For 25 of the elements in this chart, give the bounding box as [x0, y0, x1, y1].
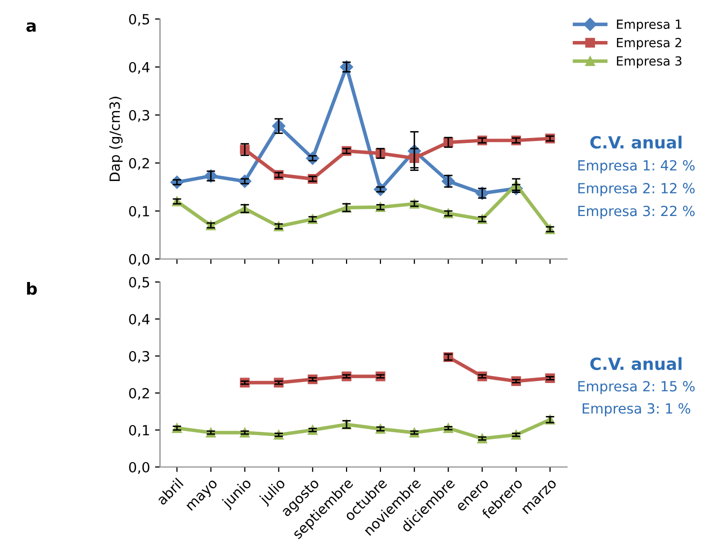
text: Empresa 2: 15 % [578, 380, 695, 394]
text: C.V. anual [590, 136, 682, 149]
text: C.V. anual [590, 357, 682, 370]
y-axis-title: Dap (g/cm3) [109, 96, 123, 182]
text: Empresa 2: 12 % [578, 182, 695, 196]
y-tick-label: 0,2 [129, 388, 149, 400]
legend-label: Empresa 1 [616, 20, 682, 32]
legend-label: Empresa 3 [616, 56, 682, 68]
y-tick-label: 0,0 [129, 254, 150, 266]
y-tick-label: 0,3 [129, 110, 150, 122]
y-tick-label: 0,4 [129, 314, 150, 326]
y-tick-label: 0,2 [129, 158, 149, 170]
text: Empresa 1: 42 % [578, 160, 695, 174]
y-tick-label: 0,1 [129, 424, 149, 437]
y-tick-label: 0,4 [129, 62, 150, 74]
y-tick-label: 0,1 [129, 206, 149, 218]
y-tick-label: 0,5 [129, 276, 150, 289]
text: Empresa 3: 22 % [578, 206, 695, 219]
text: Empresa 3: 1 % [582, 403, 690, 416]
legend-label: Empresa 2 [616, 38, 682, 50]
chart-title: b [27, 282, 37, 295]
y-tick-label: 0,3 [129, 350, 150, 363]
chart-title: a [26, 22, 36, 32]
y-tick-label: 0,0 [129, 462, 150, 474]
y-tick-label: 0,5 [129, 14, 150, 26]
